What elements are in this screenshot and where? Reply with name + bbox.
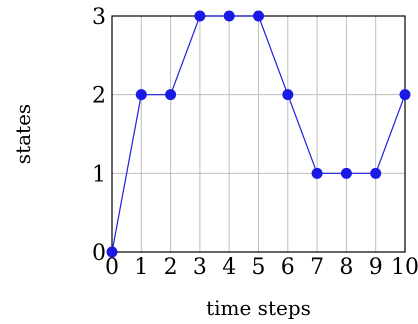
data-point-1: [135, 89, 147, 101]
x-tick-label-0: 0: [105, 255, 119, 280]
x-tick-label-9: 9: [369, 255, 383, 280]
data-point-5: [253, 10, 264, 22]
x-tick-label-3: 3: [193, 255, 207, 280]
y-tick-label-1: 1: [92, 162, 106, 187]
x-axis-label: time steps: [206, 296, 311, 320]
x-tick-label-10: 10: [391, 255, 418, 280]
x-tick-label-2: 2: [164, 255, 178, 280]
data-point-7: [311, 167, 323, 179]
x-tick-label-5: 5: [252, 255, 266, 280]
y-tick-label-2: 2: [92, 84, 106, 109]
data-point-3: [194, 10, 206, 22]
data-point-9: [370, 167, 382, 179]
data-point-6: [282, 89, 294, 101]
y-axis-label: states: [11, 104, 35, 164]
x-tick-label-4: 4: [222, 255, 236, 280]
data-point-8: [340, 167, 352, 179]
y-tick-label-0: 0: [92, 241, 106, 266]
y-tick-labels: 0 1 2 3: [92, 5, 106, 266]
data-point-2: [165, 89, 177, 101]
x-tick-labels: 0 1 2 3 4 5 6 7 8 9 10: [105, 255, 418, 280]
x-tick-label-8: 8: [339, 255, 353, 280]
data-point-0: [106, 246, 118, 258]
x-tick-label-6: 6: [281, 255, 295, 280]
x-tick-label-7: 7: [310, 255, 324, 280]
data-point-4: [223, 10, 235, 22]
data-point-10: [399, 89, 411, 101]
series-group: [106, 10, 411, 258]
y-tick-label-3: 3: [92, 5, 106, 30]
x-tick-label-1: 1: [134, 255, 148, 280]
grid: [111, 15, 406, 253]
